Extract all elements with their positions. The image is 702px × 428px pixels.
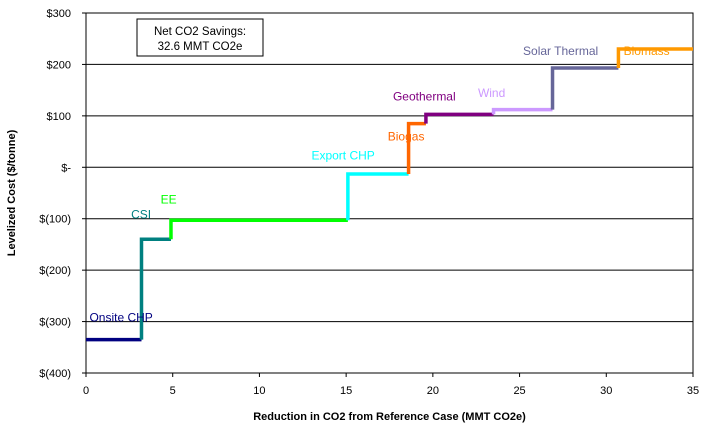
callout-line-1: Net CO2 Savings: [154, 26, 246, 38]
x-tick-label: 5 [170, 385, 176, 397]
y-axis: $300 $200 $100 $- $(100) $(200) $(300) $(400) [39, 8, 86, 380]
grid [86, 63, 693, 323]
x-axis: 0 5 10 15 20 25 30 35 [83, 373, 699, 397]
series-label: Biomass [624, 44, 670, 58]
series-label: Geothermal [393, 89, 456, 103]
plot-area [85, 12, 694, 374]
series-label: Wind [478, 86, 505, 100]
series-step-export-chp [346, 172, 409, 221]
callout-line-2: 32.6 MMT CO2e [158, 41, 243, 53]
x-tick-label: 25 [513, 385, 525, 397]
series-step-biomass [616, 47, 693, 69]
series-label: Biogas [388, 130, 425, 144]
series-label: CSI [131, 208, 151, 222]
series-step-ee [169, 218, 348, 240]
x-tick-label: 0 [83, 385, 89, 397]
series-step-solar-thermal [550, 66, 619, 110]
series-label: Export CHP [311, 149, 374, 163]
y-tick-label: $(400) [39, 368, 71, 380]
y-tick-label: $200 [47, 59, 71, 71]
y-tick-label: $- [61, 162, 71, 174]
series-label: Solar Thermal [523, 44, 598, 58]
x-tick-label: 15 [340, 385, 352, 397]
y-tick-label: $(300) [39, 317, 71, 329]
savings-callout: Net CO2 Savings: 32.6 MMT CO2e [136, 18, 264, 57]
y-tick-label: $(200) [39, 265, 71, 277]
x-tick-label: 35 [687, 385, 699, 397]
x-tick-label: 10 [253, 385, 265, 397]
series-step-geothermal [424, 112, 494, 124]
x-tick-label: 20 [427, 385, 439, 397]
series-labels: Onsite CHP CSI EE Export CHP Biogas Geotherma… [89, 44, 669, 324]
series-step-csi [139, 237, 171, 340]
x-axis-title: Reduction in CO2 from Reference Case (MM… [253, 411, 526, 423]
y-tick-label: $300 [47, 8, 71, 20]
y-tick-label: $100 [47, 111, 71, 123]
series-step-wind [491, 107, 553, 115]
series-step-biogas [406, 121, 426, 174]
series-label: EE [161, 192, 177, 206]
y-tick-label: $(100) [39, 214, 71, 226]
y-axis-title: Levelized Cost ($/tonne) [6, 129, 18, 256]
callout-box [136, 18, 264, 57]
x-tick-label: 30 [600, 385, 612, 397]
series-lines [86, 47, 693, 342]
series-label: Onsite CHP [89, 311, 152, 325]
